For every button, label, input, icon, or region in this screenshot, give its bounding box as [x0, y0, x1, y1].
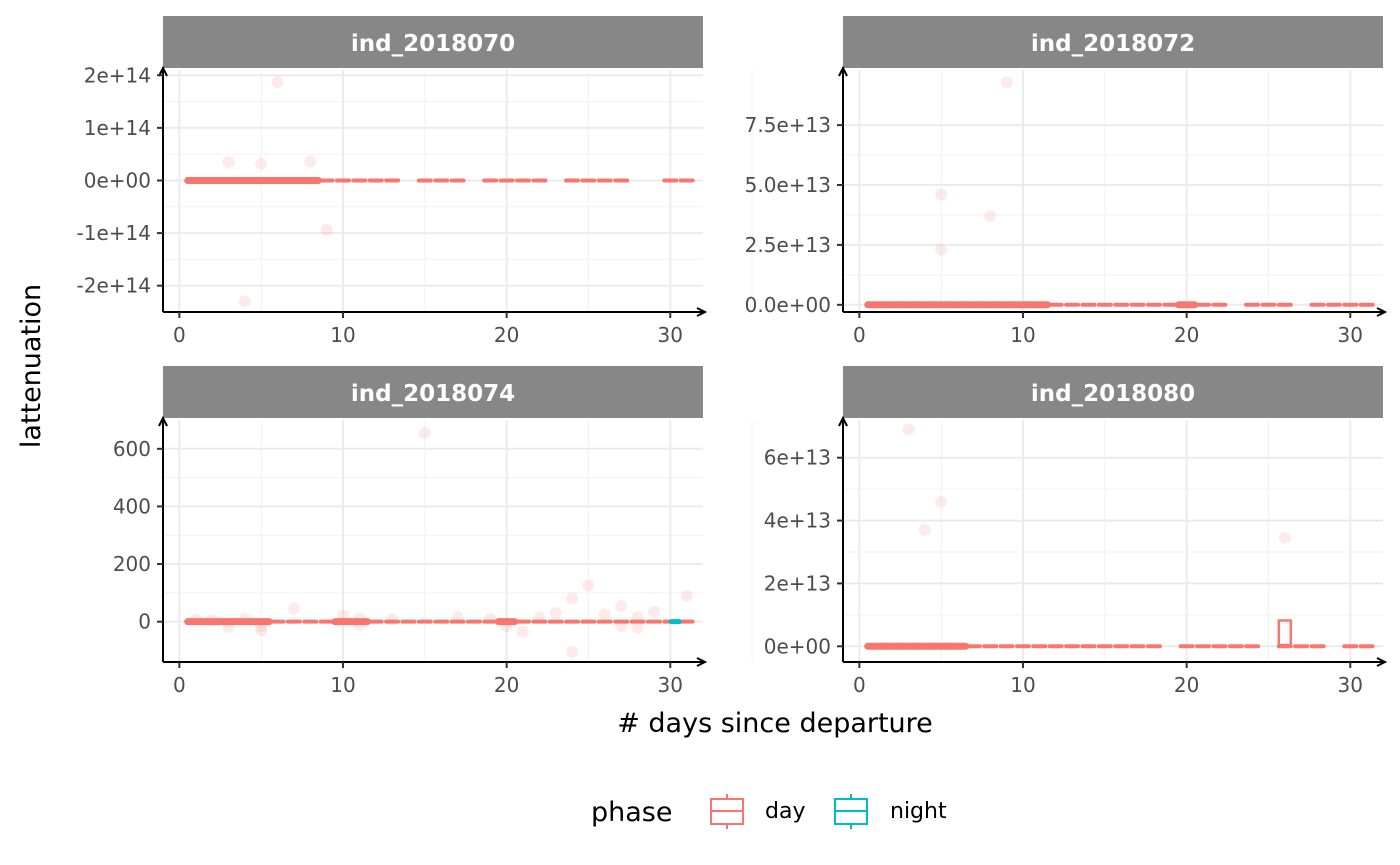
outlier-point: [566, 592, 579, 605]
outlier-point: [680, 589, 693, 602]
outlier-point: [255, 157, 268, 170]
y-tick-label: 6e+13: [764, 446, 831, 470]
x-tick-label: 20: [1174, 673, 1199, 697]
facet-strip: [843, 366, 1383, 418]
outlier-point: [418, 426, 431, 439]
facet-panel-ind_2018074: ind_2018074 0 10 20 30 0 200 400 600: [113, 366, 753, 697]
legend-entry-day: day: [710, 794, 805, 829]
y-tick-label: 200: [113, 552, 151, 576]
x-axis-arrow: [1376, 657, 1388, 667]
x-tick-label: 0: [853, 323, 866, 347]
legend: phase day night: [591, 794, 947, 829]
y-axis-arrow: [838, 65, 848, 77]
x-tick-label: 0: [173, 673, 186, 697]
outlier-point: [647, 605, 660, 618]
y-tick-label: 0e+00: [764, 634, 831, 658]
outlier-point: [935, 188, 948, 201]
outlier-point: [918, 524, 931, 536]
outlier-point: [549, 607, 562, 620]
facet-panels: ind_2018070 0 10 20 30 -2e+14 -1e+14 0e+00 1e+14…: [77, 16, 1388, 697]
y-tick-label: 5.0e+13: [745, 173, 831, 197]
outlier-point: [1000, 75, 1013, 88]
outlier-point: [598, 608, 611, 621]
facet-strip: [163, 16, 703, 68]
x-tick-label: 30: [658, 673, 683, 697]
outlier-point: [582, 579, 595, 592]
facet-strip: [843, 16, 1383, 68]
outlier-point: [566, 645, 579, 658]
x-tick-label: 10: [330, 673, 355, 697]
y-tick-label: 2e+13: [764, 571, 831, 595]
y-tick-label: -2e+14: [77, 274, 151, 298]
y-tick-label: 400: [113, 494, 151, 518]
x-tick-label: 10: [330, 323, 355, 347]
outlier-point: [984, 210, 997, 223]
y-tick-label: 600: [113, 437, 151, 461]
legend-label-day: day: [765, 799, 805, 824]
outlier-point: [222, 156, 235, 169]
y-tick-label: 4e+13: [764, 509, 831, 533]
y-tick-label: 0.0e+00: [745, 293, 831, 317]
x-axis-arrow: [1376, 307, 1388, 317]
y-axis-arrow: [158, 415, 168, 427]
outlier-point: [287, 602, 300, 615]
y-tick-label: 1e+14: [84, 116, 151, 140]
y-axis-arrow: [158, 65, 168, 77]
outlier-point: [238, 295, 251, 308]
legend-entry-night: night: [834, 794, 947, 829]
outlier-point: [1278, 531, 1291, 544]
facet-strip-label: ind_2018072: [1031, 31, 1195, 57]
x-tick-label: 30: [1338, 673, 1363, 697]
y-tick-label: 2.5e+13: [745, 233, 831, 257]
outlier-point: [935, 243, 948, 256]
x-axis-arrow: [696, 307, 708, 317]
facet-strip-label: ind_2018080: [1031, 381, 1195, 407]
x-tick-label: 0: [173, 323, 186, 347]
legend-title: phase: [591, 797, 672, 828]
x-tick-label: 20: [1174, 323, 1199, 347]
facet-panel-ind_2018070: ind_2018070 0 10 20 30 -2e+14 -1e+14 0e+00 1e+14…: [77, 16, 753, 347]
x-tick-label: 30: [1338, 323, 1363, 347]
facet-strip: [163, 366, 703, 418]
y-tick-label: 0e+00: [84, 168, 151, 192]
outlier-point: [902, 423, 915, 436]
outlier-point: [935, 495, 948, 508]
x-tick-label: 20: [494, 323, 519, 347]
outlier-point: [271, 76, 284, 89]
x-tick-label: 10: [1010, 673, 1035, 697]
facet-panel-ind_2018080: ind_2018080 0 10 20 30 0e+00 2e+13 4e+13 6e+13: [764, 366, 1388, 697]
y-tick-label: 7.5e+13: [745, 113, 831, 137]
outlier-point: [631, 621, 644, 634]
outlier-point: [517, 625, 529, 638]
legend-label-night: night: [890, 799, 947, 824]
x-axis-arrow: [696, 657, 708, 667]
x-axis-title: # days since departure: [617, 708, 933, 739]
y-tick-label: 0: [138, 610, 151, 634]
outlier-point: [615, 599, 628, 612]
facet-strip-label: ind_2018070: [351, 31, 515, 57]
facet-strip-label: ind_2018074: [351, 381, 515, 407]
x-tick-label: 0: [853, 673, 866, 697]
y-tick-label: 2e+14: [84, 63, 151, 87]
outlier-point: [255, 624, 268, 637]
y-axis-title: lattenuation: [16, 284, 47, 448]
box-day-visible: [1277, 619, 1293, 648]
x-tick-label: 30: [658, 323, 683, 347]
y-axis-arrow: [838, 415, 848, 427]
x-tick-label: 10: [1010, 323, 1035, 347]
outlier-point: [320, 223, 333, 236]
x-tick-label: 20: [494, 673, 519, 697]
facet-panel-ind_2018072: ind_2018072 0 10 20 30 0.0e+00 2.5e+13 5.0e+13 7…: [745, 16, 1388, 347]
y-tick-label: -1e+14: [77, 221, 151, 245]
outlier-point: [304, 155, 317, 168]
